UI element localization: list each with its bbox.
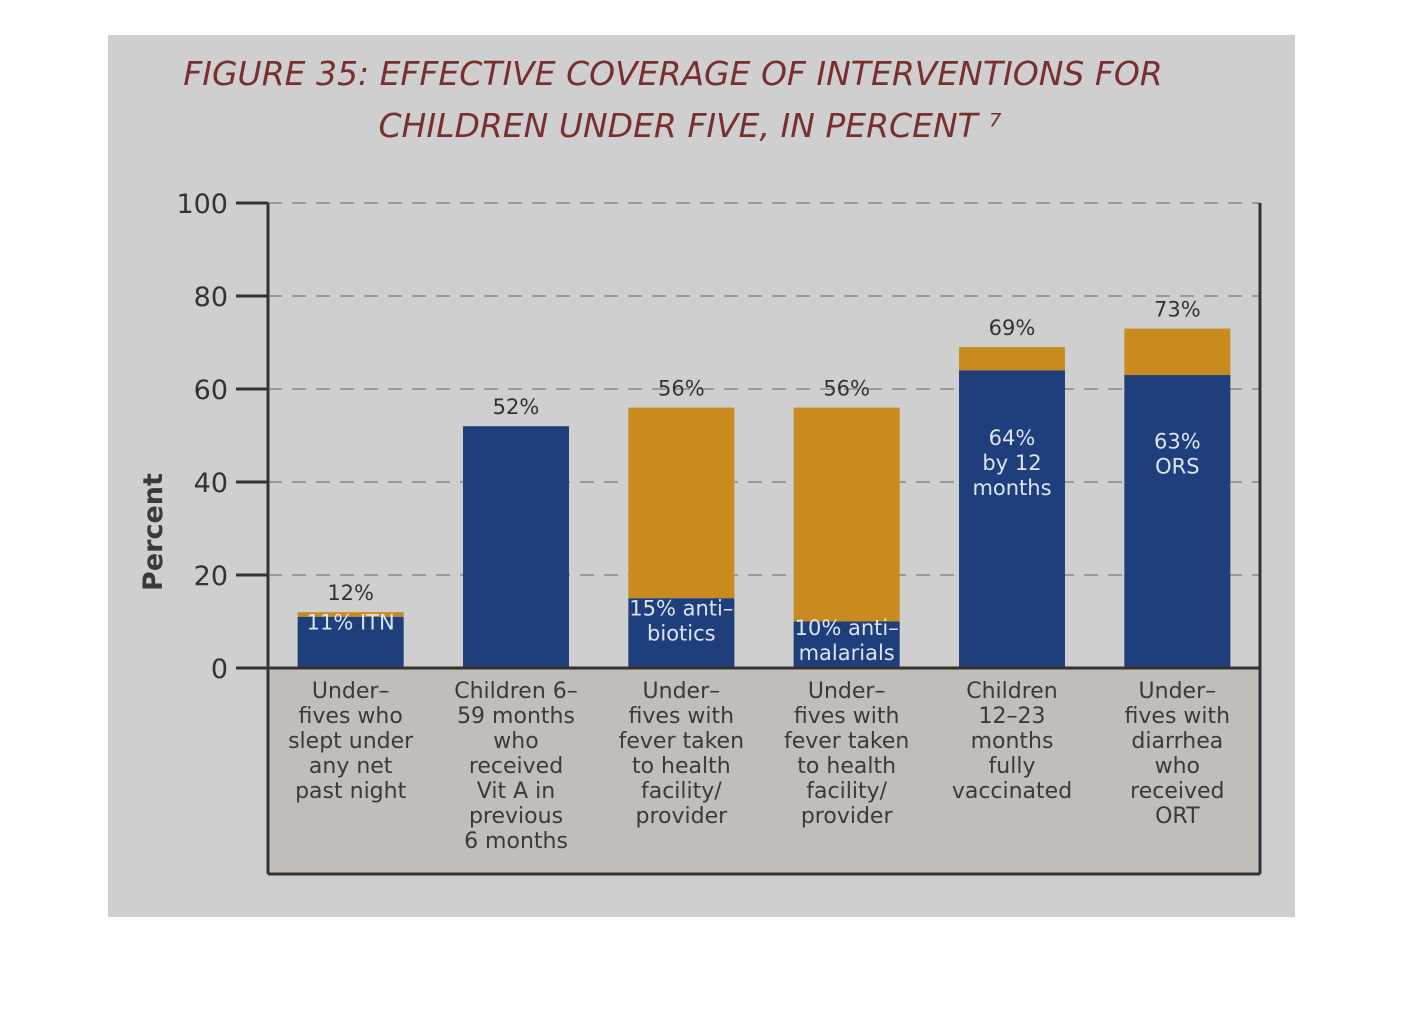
category-label: ORT xyxy=(1155,804,1200,829)
bar-segment xyxy=(793,621,900,668)
bar-segment-label: 15% anti– xyxy=(629,597,733,621)
category-label: months xyxy=(971,729,1054,754)
category-label: to health xyxy=(632,754,731,779)
bar-segment-label: ORS xyxy=(1155,454,1199,478)
y-tick-label: 40 xyxy=(194,468,228,499)
category-label: previous xyxy=(469,804,563,829)
category-label: vaccinated xyxy=(952,779,1072,804)
bar-segment xyxy=(1124,375,1231,668)
category-label: provider xyxy=(801,804,894,829)
bar-segment xyxy=(628,598,735,668)
category-label: fives with xyxy=(1125,704,1231,729)
bar-segment xyxy=(959,370,1065,668)
category-label: Under– xyxy=(808,679,886,704)
bar-segment-label: malarials xyxy=(799,641,895,665)
category-label: 59 months xyxy=(457,704,575,729)
bar-total-label: 12% xyxy=(327,581,374,605)
category-label: fives with xyxy=(794,704,900,729)
category-label: fever taken xyxy=(784,729,909,754)
bar-segment-label: 11% ITN xyxy=(307,611,395,635)
category-label: 6 months xyxy=(464,829,568,854)
bar-segment-label: 64% xyxy=(989,426,1036,450)
category-label: received xyxy=(469,754,563,779)
bar-remainder xyxy=(959,347,1065,371)
category-label: who xyxy=(493,729,538,754)
y-tick-label: 60 xyxy=(194,375,228,406)
bar-total-label: 56% xyxy=(823,377,870,401)
gridlines xyxy=(268,202,1260,576)
category-label: Children 6– xyxy=(454,679,578,704)
chart-title-line-2: CHILDREN UNDER FIVE, IN PERCENT ⁷ xyxy=(378,106,1001,145)
bar-total-label: 69% xyxy=(989,316,1036,340)
bar-total-label: 73% xyxy=(1154,298,1201,322)
chart-title-line-1: FIGURE 35: EFFECTIVE COVERAGE OF INTERVE… xyxy=(183,54,1162,93)
bar-remainder xyxy=(297,612,404,617)
category-label: diarrhea xyxy=(1131,729,1223,754)
category-label: Vit A in xyxy=(477,779,555,804)
bar-segment-label: 10% anti– xyxy=(795,616,899,640)
y-axis-label: Percent xyxy=(138,473,169,591)
category-label: past night xyxy=(295,779,406,804)
y-tick-label: 100 xyxy=(176,189,228,220)
bar-total-label: 52% xyxy=(493,395,540,419)
bar-segment-label: by 12 xyxy=(982,451,1041,475)
bar-segment xyxy=(463,426,569,668)
category-label: facility/ xyxy=(641,779,722,804)
category-label: Under– xyxy=(1139,679,1217,704)
bar-segment xyxy=(297,616,404,668)
y-tick-label: 0 xyxy=(211,654,228,685)
category-label: 12–23 xyxy=(979,704,1046,729)
category-label: Children xyxy=(966,679,1058,704)
bar-segment-label: months xyxy=(972,476,1051,500)
bar-remainder xyxy=(793,407,900,622)
category-label: any net xyxy=(309,754,393,779)
category-area xyxy=(268,668,1260,874)
bar-remainder xyxy=(1124,328,1231,376)
category-label: fever taken xyxy=(619,729,744,754)
category-label: facility/ xyxy=(806,779,887,804)
category-label: Under– xyxy=(312,679,390,704)
category-label: Under– xyxy=(643,679,721,704)
category-label: slept under xyxy=(288,729,414,754)
category-label: fives with xyxy=(629,704,735,729)
bar-total-label: 56% xyxy=(658,377,705,401)
bar-segment-label: 63% xyxy=(1154,429,1201,453)
category-label: who xyxy=(1155,754,1200,779)
bar-segment-label: biotics xyxy=(647,622,716,646)
category-label: received xyxy=(1130,779,1224,804)
y-tick-label: 20 xyxy=(194,561,228,592)
bar-remainder xyxy=(628,407,735,599)
bars: 12% 11% ITN 52% 56% 15% anti–biotics 56% 10% a… xyxy=(297,298,1231,668)
category-label: fully xyxy=(989,754,1036,779)
category-label: to health xyxy=(797,754,896,779)
category-label: fives who xyxy=(299,704,403,729)
category-label: provider xyxy=(635,804,728,829)
y-tick-label: 80 xyxy=(194,282,228,313)
